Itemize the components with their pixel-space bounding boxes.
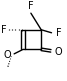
- Text: O: O: [3, 50, 11, 60]
- Text: F: F: [28, 1, 34, 11]
- Text: F: F: [56, 28, 62, 38]
- Text: O: O: [55, 47, 62, 57]
- Text: F: F: [1, 25, 6, 35]
